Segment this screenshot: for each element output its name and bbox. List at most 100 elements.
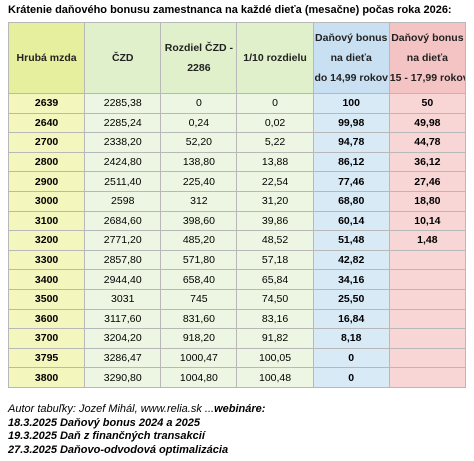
table-cell: 3400 — [7, 269, 86, 290]
header-line: ČZD — [111, 52, 134, 64]
table-cell: 2700 — [7, 132, 86, 153]
table-cell: 0,02 — [236, 112, 314, 134]
header-row: Hrubá mzda ČZD Rozdiel ČZD - 2286 1/10 rozdi… — [7, 22, 467, 94]
webinar-label: webináre: — [214, 403, 266, 415]
table-cell: 2424,80 — [84, 151, 162, 173]
table-cell: 10,14 — [388, 210, 467, 232]
table-row: 3400 2944,40 658,40 65,84 34,16 — [7, 269, 467, 290]
table-cell: 100,48 — [236, 367, 314, 388]
table-cell: 658,40 — [160, 269, 238, 290]
table-row: 3000 2598 312 31,20 68,80 18,80 — [7, 190, 467, 212]
table-cell: 3600 — [7, 308, 86, 330]
header-cell: Daňový bonus na dieťa 15 - 17,99 rokov — [388, 22, 467, 94]
table-cell: 2285,38 — [84, 93, 162, 114]
table-row: 3100 2684,60 398,60 39,86 60,14 10,14 — [7, 210, 467, 232]
table-row: 2640 2285,24 0,24 0,02 99,98 49,98 — [7, 112, 467, 134]
table-cell: 2857,80 — [84, 249, 162, 271]
table-cell: 3031 — [84, 288, 162, 310]
header-line: na dieťa — [330, 52, 372, 64]
table-cell: 3800 — [7, 367, 86, 388]
webinar-item: 27.3.2025 Daňovo-odvodová optimalizácia — [8, 443, 229, 456]
header-line: do 14,99 rokov — [314, 72, 388, 84]
header-cell: ČZD — [84, 22, 162, 94]
table-cell: 91,82 — [236, 328, 314, 349]
header-line: 1/10 rozdielu — [243, 52, 307, 64]
table-cell: 0 — [236, 93, 314, 114]
table-cell: 94,78 — [312, 132, 390, 153]
table-body: 2639 2285,38 0 0 100 50 2640 2285,24 0,24 0,02 99,… — [7, 93, 467, 388]
table-cell: 0,24 — [160, 112, 238, 134]
header-line: Rozdiel ČZD - — [164, 42, 234, 54]
header-line: Hrubá mzda — [16, 52, 77, 64]
table-cell: 3100 — [7, 210, 86, 232]
table-cell — [388, 308, 467, 330]
table-cell: 1,48 — [388, 230, 467, 251]
table-cell: 100,05 — [236, 347, 314, 369]
table-cell — [388, 249, 467, 271]
footer: Autor tabuľky: Jozef Mihál, www.relia.sk… — [8, 403, 265, 457]
table-cell: 1000,47 — [160, 347, 238, 369]
header-cell: Daňový bonus na dieťa do 14,99 rokov — [312, 22, 390, 94]
table-cell: 138,80 — [160, 151, 238, 173]
table-cell: 1004,80 — [160, 367, 238, 388]
table-cell: 2900 — [7, 171, 86, 192]
table-cell: 3117,60 — [84, 308, 162, 330]
author-line: Autor tabuľky: Jozef Mihál, www.relia.sk… — [8, 403, 265, 417]
table-row: 3800 3290,80 1004,80 100,48 0 — [7, 367, 467, 388]
table-cell: 485,20 — [160, 230, 238, 251]
table-cell: 571,80 — [160, 249, 238, 271]
table-cell: 100 — [312, 93, 390, 114]
table-cell: 42,82 — [312, 249, 390, 271]
table-cell: 27,46 — [388, 171, 467, 192]
table-cell: 831,60 — [160, 308, 238, 330]
table-cell — [388, 288, 467, 310]
table-cell: 2598 — [84, 190, 162, 212]
table-row: 2700 2338,20 52,20 5,22 94,78 44,78 — [7, 132, 467, 153]
table-cell: 8,18 — [312, 328, 390, 349]
header-line: 15 - 17,99 rokov — [389, 72, 466, 84]
table-cell: 83,16 — [236, 308, 314, 330]
table-cell: 25,50 — [312, 288, 390, 310]
author: Autor tabuľky: Jozef Mihál, www.relia.sk… — [8, 403, 215, 415]
table-cell: 51,48 — [312, 230, 390, 251]
table-cell — [388, 328, 467, 349]
table-cell: 2511,40 — [84, 171, 162, 192]
table-cell: 68,80 — [312, 190, 390, 212]
table-cell: 0 — [312, 367, 390, 388]
table-cell: 2771,20 — [84, 230, 162, 251]
table-cell: 2639 — [7, 93, 86, 114]
table-cell: 3200 — [7, 230, 86, 251]
table-row: 2639 2285,38 0 0 100 50 — [7, 93, 467, 114]
table-cell: 48,52 — [236, 230, 314, 251]
table-cell: 22,54 — [236, 171, 314, 192]
table-cell: 918,20 — [160, 328, 238, 349]
table-cell: 0 — [312, 347, 390, 369]
table-cell: 745 — [160, 288, 238, 310]
table-cell: 49,98 — [388, 112, 467, 134]
table-cell: 13,88 — [236, 151, 314, 173]
table-cell: 74,50 — [236, 288, 314, 310]
webinar-item: 18.3.2025 Daňový bonus 2024 a 2025 — [8, 416, 201, 429]
table: Hrubá mzda ČZD Rozdiel ČZD - 2286 1/10 rozdi… — [7, 22, 467, 388]
table-cell: 44,78 — [388, 132, 467, 153]
table-cell: 3795 — [7, 347, 86, 369]
header-cell: 1/10 rozdielu — [236, 22, 314, 94]
table-cell: 3204,20 — [84, 328, 162, 349]
table-cell: 57,18 — [236, 249, 314, 271]
table-cell: 52,20 — [160, 132, 238, 153]
table-cell — [388, 269, 467, 290]
table-row: 3500 3031 745 74,50 25,50 — [7, 288, 467, 310]
table-cell: 2338,20 — [84, 132, 162, 153]
table-cell: 3290,80 — [84, 367, 162, 388]
table-cell — [388, 347, 467, 369]
header-line: 2286 — [187, 62, 211, 74]
table-cell: 3700 — [7, 328, 86, 349]
table-row: 3795 3286,47 1000,47 100,05 0 — [7, 347, 467, 369]
table-cell: 3000 — [7, 190, 86, 212]
table-cell: 31,20 — [236, 190, 314, 212]
table-cell: 50 — [388, 93, 467, 114]
table-cell: 86,12 — [312, 151, 390, 173]
table-cell: 39,86 — [236, 210, 314, 232]
table-cell: 225,40 — [160, 171, 238, 192]
table-cell: 36,12 — [388, 151, 467, 173]
